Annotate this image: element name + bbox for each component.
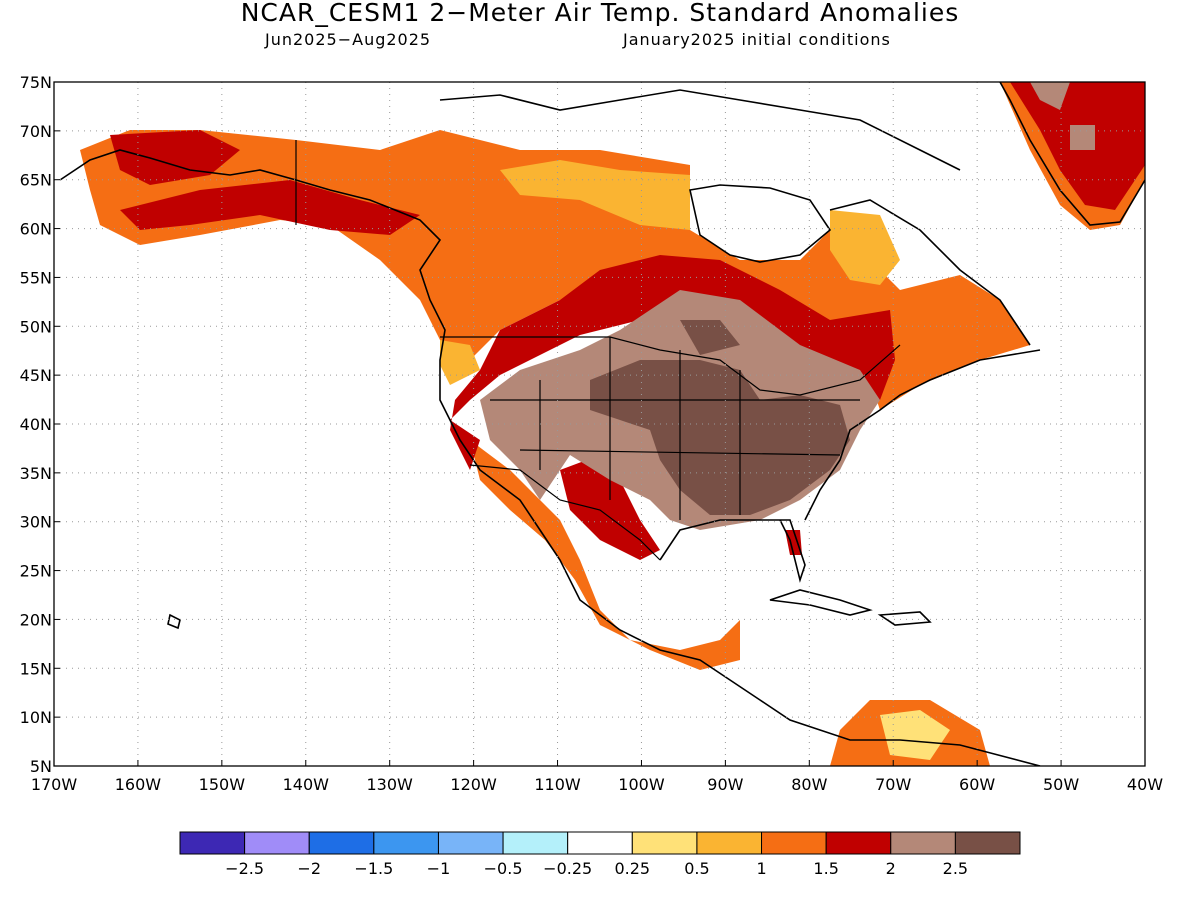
coastline-cuba (769, 589, 873, 616)
colorbar-swatch (244, 831, 310, 855)
lat-tick-label: 60N (20, 220, 52, 239)
lon-tick-label: 170W (31, 775, 78, 794)
coastline-gulf (659, 519, 806, 583)
initial-conditions: January2025 initial conditions (623, 30, 891, 49)
anomaly-orange-mexico (470, 440, 740, 670)
anomaly-darkbrown-us (590, 360, 850, 515)
coastline-north-america (59, 149, 1041, 766)
lon-tick-label: 50W (1043, 775, 1079, 794)
lon-tick-label: 150W (199, 775, 246, 794)
lat-tick-label: 30N (20, 513, 52, 532)
lon-tick-label: 40W (1127, 775, 1163, 794)
anomaly-yellow-bc (440, 340, 480, 385)
lon-tick-label: 140W (283, 775, 330, 794)
anomaly-red-alaska-south (120, 180, 420, 235)
colorbar-label: −0.5 (484, 859, 523, 878)
coastline-east (804, 349, 1041, 521)
lon-tick-label: 90W (707, 775, 743, 794)
map-title: NCAR_CESM1 2−Meter Air Temp. Standard An… (240, 0, 960, 27)
lon-tick-label: 130W (367, 775, 414, 794)
coastline-hudson-bay (689, 184, 832, 263)
colorbar-label: −0.25 (543, 859, 592, 878)
lat-tick-label: 45N (20, 366, 52, 385)
lat-tick-label: 75N (20, 73, 52, 92)
anomaly-yellow-hudson (500, 160, 690, 230)
coastline-greenland (999, 82, 1145, 226)
lat-tick-label: 50N (20, 317, 52, 336)
lat-tick-label: 15N (20, 659, 52, 678)
anomaly-red-canada (450, 255, 895, 470)
colorbar-labels: −2.5 −2 −1.5 −1 −0.5 −0.25 0.25 0.5 1 1.5 2 2.5 (225, 859, 968, 878)
colorbar-swatch (437, 831, 504, 855)
coastlines (59, 82, 1145, 766)
colorbar-label: −2.5 (225, 859, 264, 878)
anomaly-field (60, 82, 1145, 766)
colorbar-swatch (825, 831, 892, 855)
coastline-hispaniola (877, 611, 932, 626)
coastline-labrador (829, 199, 1031, 346)
colorbar (179, 831, 1021, 855)
colorbar-label: −1 (427, 859, 451, 878)
colorbar-swatch (567, 831, 633, 855)
anomaly-red-mexico (560, 455, 660, 560)
lat-tick-label: 55N (20, 268, 52, 287)
colorbar-label: −1.5 (354, 859, 393, 878)
colorbar-label: 1.5 (813, 859, 838, 878)
latitude-axis: 75N 70N 65N 60N 55N 50N 45N 40N 35N 30N 25N 20N 15N 1… (20, 73, 60, 776)
lon-tick-label: 110W (534, 775, 581, 794)
colorbar-swatch (890, 831, 956, 855)
coastline-hawaii (167, 613, 181, 630)
lat-tick-label: 20N (20, 610, 52, 629)
lon-tick-label: 160W (115, 775, 162, 794)
anomaly-white-hudson-bay (690, 190, 830, 260)
colorbar-label: 1 (756, 859, 766, 878)
graticule (54, 82, 1145, 766)
lon-tick-label: 80W (791, 775, 827, 794)
lat-tick-label: 70N (20, 122, 52, 141)
colorbar-swatch (308, 831, 375, 855)
anomaly-red-alaska (110, 130, 240, 185)
lat-tick-label: 10N (20, 708, 52, 727)
colorbar-swatch (696, 831, 763, 855)
forecast-period: Jun2025−Aug2025 (265, 30, 432, 49)
lat-tick-label: 40N (20, 415, 52, 434)
anomaly-lightbrown-greenland-2 (1070, 125, 1095, 150)
colorbar-swatch (631, 831, 698, 855)
us-mexico-border (469, 464, 661, 561)
political-boundaries (295, 140, 901, 561)
colorbar-swatch (761, 831, 827, 855)
colorbar-label: 2.5 (943, 859, 968, 878)
lat-tick-label: 5N (30, 757, 52, 776)
lon-tick-label: 120W (450, 775, 497, 794)
colorbar-label: 0.5 (684, 859, 709, 878)
lon-tick-label: 100W (618, 775, 665, 794)
lat-tick-label: 35N (20, 464, 52, 483)
longitude-axis: 170W 160W 150W 140W 130W 120W 110W 100W 90W 80W 70… (31, 760, 1163, 794)
anomaly-red-florida (785, 530, 802, 555)
anomaly-lightbrown-greenland (1030, 82, 1070, 110)
coastline-arctic-islands (439, 89, 961, 171)
colorbar-swatch (502, 831, 569, 855)
anomaly-lightyellow-sa (880, 710, 950, 760)
colorbar-label: −2 (297, 859, 321, 878)
colorbar-swatch (179, 831, 246, 855)
colorbar-swatch (373, 831, 439, 855)
lon-tick-label: 60W (959, 775, 995, 794)
colorbar-label: 0.25 (614, 859, 650, 878)
lon-tick-label: 70W (875, 775, 911, 794)
lat-tick-label: 65N (20, 171, 52, 190)
colorbar-label: 2 (886, 859, 896, 878)
colorbar-swatch (954, 831, 1021, 855)
lat-tick-label: 25N (20, 562, 52, 581)
